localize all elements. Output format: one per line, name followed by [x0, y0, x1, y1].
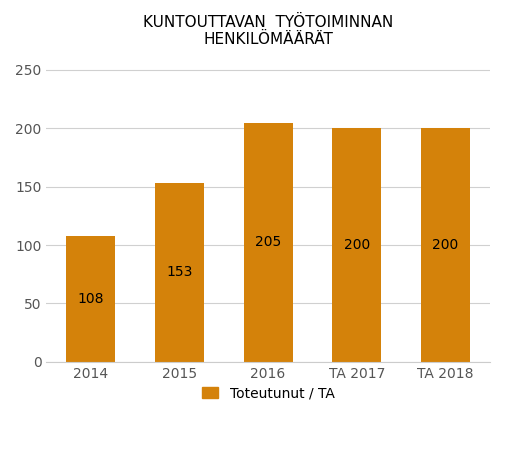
Legend: Toteutunut / TA: Toteutunut / TA [202, 386, 334, 400]
Bar [155, 183, 204, 362]
Text: 153: 153 [166, 266, 192, 280]
Text: 200: 200 [432, 238, 459, 252]
Title: KUNTOUTTAVAN  TYÖTOIMINNAN
HENKILÖMÄÄRÄT: KUNTOUTTAVAN TYÖTOIMINNAN HENKILÖMÄÄRÄT [143, 15, 393, 47]
Bar [421, 128, 470, 362]
Text: 200: 200 [344, 238, 370, 252]
Bar [332, 128, 381, 362]
Bar [244, 123, 292, 362]
Text: 205: 205 [255, 235, 281, 249]
Text: 108: 108 [78, 292, 104, 306]
Bar [66, 236, 115, 362]
